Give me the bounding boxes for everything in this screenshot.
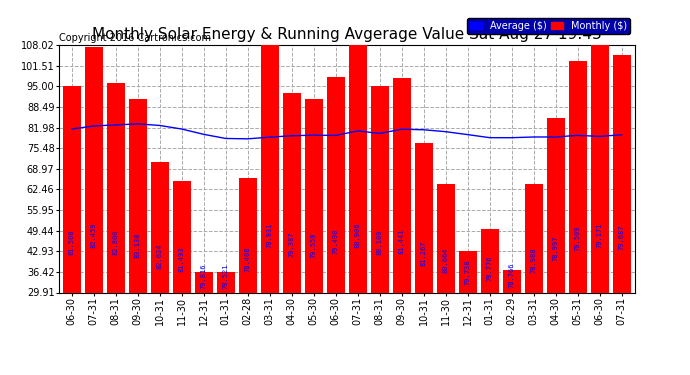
Text: 78.776: 78.776 bbox=[486, 255, 493, 281]
Text: 80.906: 80.906 bbox=[355, 222, 361, 248]
Bar bbox=[569, 61, 586, 292]
Bar bbox=[305, 99, 323, 292]
Bar bbox=[481, 229, 499, 292]
Text: 78.931: 78.931 bbox=[267, 222, 273, 248]
Text: 79.509: 79.509 bbox=[575, 225, 580, 251]
Legend: Average ($), Monthly ($): Average ($), Monthly ($) bbox=[468, 18, 630, 33]
Bar bbox=[591, 45, 609, 292]
Text: 79.816: 79.816 bbox=[201, 263, 207, 289]
Bar bbox=[283, 93, 301, 292]
Text: 82.624: 82.624 bbox=[157, 244, 163, 269]
Bar bbox=[261, 45, 279, 292]
Bar bbox=[524, 184, 542, 292]
Bar bbox=[195, 272, 213, 292]
Bar bbox=[437, 184, 455, 292]
Bar bbox=[107, 83, 125, 292]
Bar bbox=[393, 78, 411, 292]
Text: 80.109: 80.109 bbox=[377, 230, 383, 255]
Bar bbox=[85, 46, 103, 292]
Text: 82.459: 82.459 bbox=[91, 223, 97, 248]
Text: 79.687: 79.687 bbox=[619, 224, 624, 250]
Text: 81.493: 81.493 bbox=[179, 247, 185, 273]
Bar bbox=[239, 178, 257, 292]
Text: 82.806: 82.806 bbox=[113, 229, 119, 255]
Text: 78.408: 78.408 bbox=[245, 246, 250, 272]
Bar bbox=[502, 270, 521, 292]
Bar bbox=[151, 162, 169, 292]
Text: 81.441: 81.441 bbox=[399, 228, 405, 254]
Text: 78.521: 78.521 bbox=[223, 263, 229, 289]
Text: 78.997: 78.997 bbox=[553, 236, 559, 261]
Bar bbox=[217, 272, 235, 292]
Text: 81.508: 81.508 bbox=[69, 230, 75, 255]
Text: 78.766: 78.766 bbox=[509, 263, 515, 288]
Bar bbox=[415, 143, 433, 292]
Text: 78.988: 78.988 bbox=[531, 248, 537, 273]
Text: 81.267: 81.267 bbox=[421, 240, 426, 266]
Bar bbox=[326, 77, 345, 292]
Bar bbox=[371, 86, 388, 292]
Text: 79.738: 79.738 bbox=[464, 260, 471, 285]
Bar bbox=[172, 182, 191, 292]
Text: Copyright 2016 Cartronics.com: Copyright 2016 Cartronics.com bbox=[59, 33, 210, 42]
Bar bbox=[348, 44, 367, 292]
Bar bbox=[546, 118, 564, 292]
Bar bbox=[63, 86, 81, 292]
Text: 80.664: 80.664 bbox=[443, 248, 448, 273]
Bar bbox=[129, 99, 147, 292]
Text: 79.559: 79.559 bbox=[310, 232, 317, 258]
Bar bbox=[613, 55, 631, 292]
Title: Monthly Solar Energy & Running Avgerage Value Sat Aug 27 19:43: Monthly Solar Energy & Running Avgerage … bbox=[92, 27, 602, 42]
Text: 83.130: 83.130 bbox=[135, 232, 141, 258]
Text: 79.171: 79.171 bbox=[597, 222, 602, 248]
Text: 79.387: 79.387 bbox=[288, 231, 295, 256]
Bar bbox=[459, 251, 477, 292]
Text: 79.490: 79.490 bbox=[333, 228, 339, 254]
